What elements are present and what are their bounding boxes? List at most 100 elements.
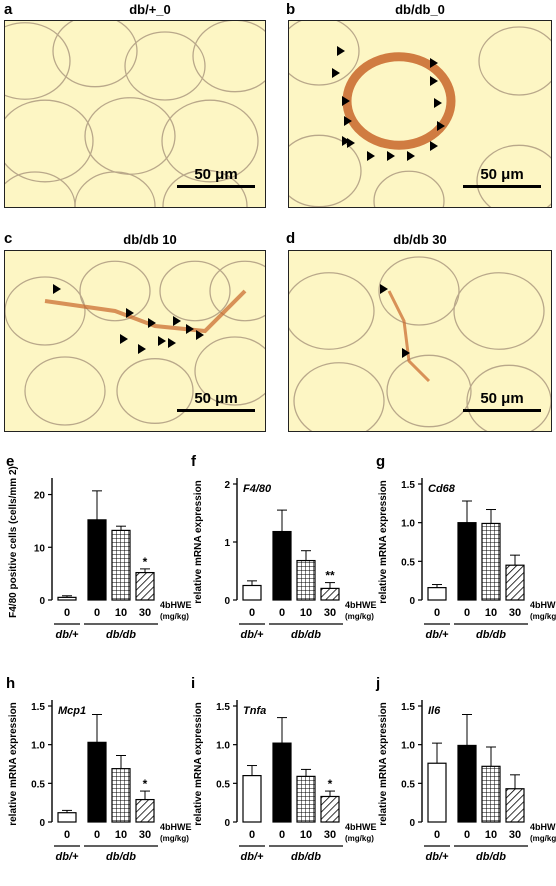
adipocyte-outline xyxy=(124,31,206,101)
treatment-label: 4bHWE xyxy=(345,600,377,610)
treatment-label: 4bHWE xyxy=(530,600,556,610)
bar-chart-i: i Tnfa relative mRNA expression 0 0.5 1.0 1.5 0… xyxy=(191,675,377,863)
y-tick-label: 1.0 xyxy=(401,741,415,752)
arrowhead-icon xyxy=(367,151,375,161)
panel-letter-i: i xyxy=(191,675,195,692)
bar-f-1 xyxy=(272,530,292,601)
adipocyte-outline xyxy=(84,97,176,175)
dose-label: 0 xyxy=(64,829,70,841)
y-axis-label: relative mRNA expression xyxy=(378,702,389,826)
unit-label: (mg/kg) xyxy=(160,834,189,843)
adipocyte-outline xyxy=(159,260,231,322)
group-label-dbdb: db/db xyxy=(476,629,506,641)
group-label-dbdb: db/db xyxy=(476,851,506,863)
group-label-dbdb: db/db xyxy=(291,851,321,863)
adipocyte-outline xyxy=(453,272,545,350)
arrowhead-icon xyxy=(138,344,146,354)
group-label-dbdb: db/db xyxy=(291,629,321,641)
dose-label: 30 xyxy=(324,607,336,619)
dose-label: 10 xyxy=(300,607,312,619)
y-tick-label: 0 xyxy=(409,596,415,607)
y-tick-label: 1.0 xyxy=(401,519,415,530)
adipocyte-outline xyxy=(194,336,265,406)
y-tick-label: 1 xyxy=(224,538,230,549)
bar-chart-h: h Mcp1 relative mRNA expression 0 0.5 1.0 1.5 0… xyxy=(6,675,192,863)
arrowhead-icon xyxy=(173,316,181,326)
panel-letter-e: e xyxy=(6,453,14,470)
group-label-dbplus: db/+ xyxy=(241,851,264,863)
bar-i-2 xyxy=(296,775,316,823)
group-label-dbdb: db/db xyxy=(106,851,136,863)
dose-label: 30 xyxy=(324,829,336,841)
micrograph-c: 50 μm xyxy=(4,250,266,432)
group-label-dbplus: db/+ xyxy=(56,629,79,641)
group-label-dbplus: db/+ xyxy=(426,851,449,863)
y-tick-label: 0 xyxy=(39,818,45,829)
adipocyte-outline xyxy=(289,134,362,207)
treatment-label: 4bHWE xyxy=(160,822,192,832)
arrowhead-icon xyxy=(430,76,438,86)
bar-i-0 xyxy=(242,774,262,823)
arrowhead-icon xyxy=(380,284,388,294)
dose-label: 30 xyxy=(139,829,151,841)
arrowhead-icon xyxy=(342,136,350,146)
micrograph-drawing: 50 μm xyxy=(289,256,551,431)
dose-label: 0 xyxy=(249,829,255,841)
bar-g-2 xyxy=(481,522,501,601)
unit-label: (mg/kg) xyxy=(345,612,374,621)
bar-i-3 xyxy=(320,795,340,823)
bar-i-1 xyxy=(272,742,292,823)
treatment-label: 4bHWE xyxy=(160,600,192,610)
bar-chart-e: eF4/80 positive cells (cells/mm 2) 0 10 20 0… xyxy=(6,453,192,641)
significance-marker: * xyxy=(328,777,333,791)
micrograph-a: 50 μm xyxy=(4,20,266,208)
adipocyte-outline xyxy=(293,362,385,431)
scale-bar-label: 50 μm xyxy=(194,166,237,183)
y-axis-label: relative mRNA expression xyxy=(193,480,204,604)
dose-label: 10 xyxy=(115,829,127,841)
adipocyte-outline xyxy=(5,276,86,346)
y-tick-label: 10 xyxy=(34,543,46,554)
dose-label: 0 xyxy=(249,607,255,619)
arrowhead-icon xyxy=(434,98,442,108)
bar-g-3 xyxy=(505,564,525,601)
dose-label: 10 xyxy=(115,607,127,619)
arrowhead-icon xyxy=(332,68,340,78)
bar-j-3 xyxy=(505,788,525,823)
dose-label: 30 xyxy=(509,829,521,841)
group-label-dbplus: db/+ xyxy=(56,851,79,863)
micrograph-drawing: 50 μm xyxy=(289,21,551,207)
arrowhead-icon xyxy=(437,121,445,131)
adipocyte-outline xyxy=(209,260,265,322)
dose-label: 0 xyxy=(434,829,440,841)
adipocyte-outline xyxy=(378,256,460,326)
scale-bar-label: 50 μm xyxy=(480,166,523,183)
bar-chart-f: f F4/80 relative mRNA expression 0 1 2 0 0 10 ** 3… xyxy=(191,453,377,641)
bar-f-2 xyxy=(296,559,316,601)
adipocyte-outline xyxy=(478,26,551,96)
panel-letter-h: h xyxy=(6,675,15,692)
arrowhead-icon xyxy=(337,46,345,56)
arrowhead-icon xyxy=(387,151,395,161)
scale-bar xyxy=(177,409,255,412)
dose-label: 10 xyxy=(485,607,497,619)
y-axis-label: relative mRNA expression xyxy=(193,702,204,826)
y-tick-label: 0 xyxy=(39,596,45,607)
unit-label: (mg/kg) xyxy=(530,612,556,621)
dose-label: 10 xyxy=(300,829,312,841)
significance-marker: * xyxy=(143,555,148,569)
panel-letter-c: c xyxy=(4,230,13,247)
dose-label: 0 xyxy=(64,607,70,619)
micrograph-drawing: 50 μm xyxy=(5,21,265,207)
bar-e-2 xyxy=(111,529,131,601)
bar-g-0 xyxy=(427,587,447,601)
micrograph-drawing: 50 μm xyxy=(5,260,265,426)
y-tick-label: 1.5 xyxy=(216,702,230,713)
adipocyte-outline xyxy=(289,21,360,86)
scale-bar-label: 50 μm xyxy=(194,390,237,407)
bar-f-0 xyxy=(242,584,262,601)
bar-chart-j: j Il6 relative mRNA expression 0 0.5 1.0 1.5 0 0… xyxy=(375,675,556,863)
micrograph-b: 50 μm xyxy=(288,20,552,208)
panel-title-b: db/db_0 xyxy=(395,2,445,17)
y-axis-label: relative mRNA expression xyxy=(8,702,19,826)
